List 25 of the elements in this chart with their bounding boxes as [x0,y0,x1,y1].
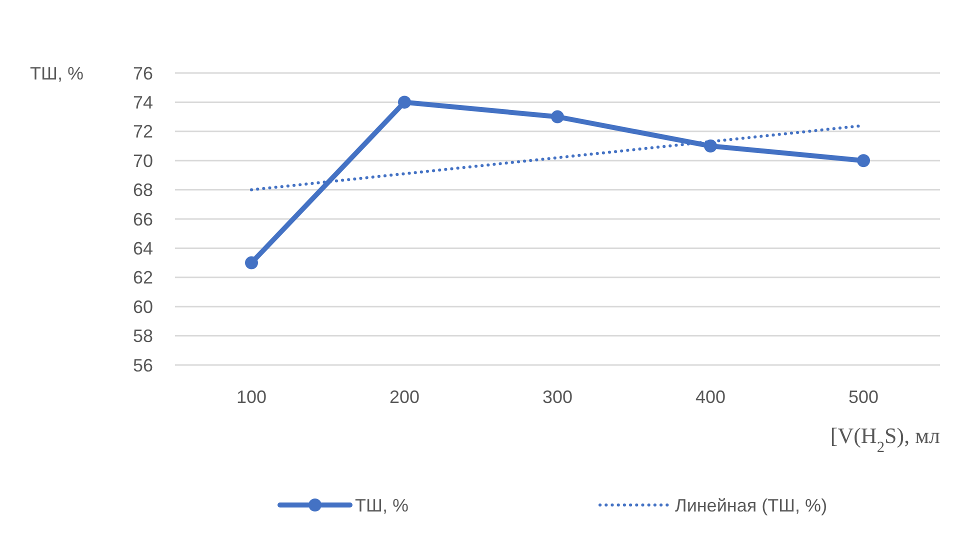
y-tick-label: 66 [132,209,153,230]
y-tick-label: 76 [132,63,153,84]
legend-label: ТШ, % [355,495,408,516]
x-tick-label: 500 [848,387,879,407]
x-axis-title: [V(H$_{2}$S), мл [830,423,940,456]
y-tick-label: 56 [132,355,153,376]
y-tick-label: 62 [132,268,153,288]
point [704,140,717,152]
x-tick-label: 200 [389,387,420,407]
point [398,96,411,109]
y-tick-label: 68 [132,180,153,200]
y-tick-label: 72 [132,122,153,142]
x-tick-label: 300 [542,387,573,407]
y-tick-label: 64 [132,238,153,258]
point [245,256,258,270]
point [551,110,564,124]
y-axis-title: ТШ, % [30,63,84,84]
x-tick-label: 400 [695,387,726,407]
y-tick-label: 70 [132,150,153,171]
x-tick-label: 100 [236,387,267,407]
y-tick-label: 74 [132,92,153,112]
point [857,154,870,168]
y-tick-label: 58 [132,326,153,346]
y-tick-label: 60 [132,296,153,317]
legend-label: Линейная (ТШ, %) [675,495,828,516]
